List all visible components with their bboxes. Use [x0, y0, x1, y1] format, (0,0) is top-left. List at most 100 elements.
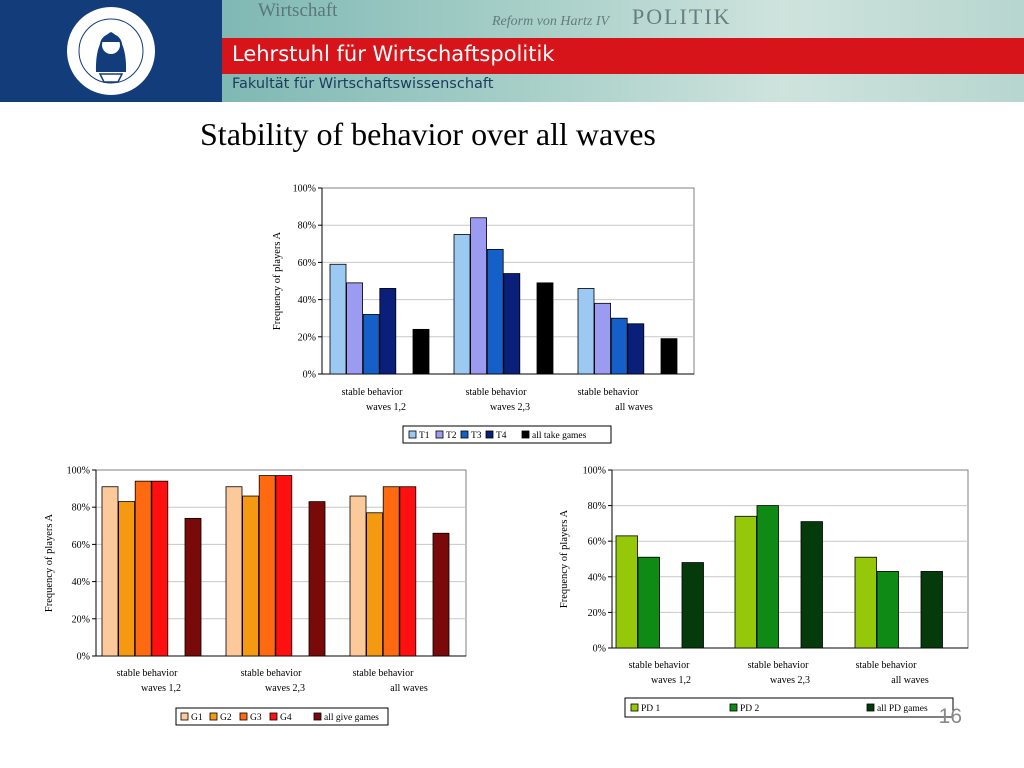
legend: T1 T2 T3 T4 all take games [402, 425, 612, 444]
bar-all-pd-games-2 [800, 521, 823, 649]
legend-label: T2 [446, 431, 457, 441]
category-label-line2: waves 1,2 [366, 402, 406, 413]
legend-label: PD 2 [740, 704, 760, 714]
legend-swatch [435, 430, 444, 439]
category-label-line2: waves 1,2 [141, 683, 181, 694]
background-word-1: Wirtschaft [258, 0, 338, 21]
legend-swatch [630, 703, 639, 712]
bar-t4-3 [627, 323, 645, 375]
legend-label: T1 [419, 431, 430, 441]
category-label-line2: all waves [615, 402, 653, 413]
bar-all-take-games-1 [412, 328, 430, 375]
bar-t4-1 [379, 288, 397, 375]
bar-pd-2-2 [756, 505, 779, 649]
university-logo [0, 0, 222, 102]
background-word-2: POLITIK [632, 4, 732, 29]
legend: G1 G2 G3 G4 all give games [175, 707, 389, 726]
bar-t2-3 [594, 302, 611, 375]
y-tick-label: 60% [588, 537, 606, 548]
chair-title: Lehrstuhl für Wirtschaftspolitik [232, 42, 555, 66]
y-tick-label: 100% [293, 184, 316, 195]
y-tick-label: 0% [303, 370, 316, 381]
bar-all-take-games-3 [660, 338, 678, 375]
bar-g1-3 [349, 495, 367, 657]
bar-g4-3 [399, 486, 417, 657]
bar-g3-3 [382, 486, 400, 657]
legend-swatch [485, 430, 494, 439]
legend-swatch [460, 430, 469, 439]
category-label-line1: stable behavior [578, 387, 639, 398]
bar-t4-2 [503, 273, 521, 375]
bar-t3-2 [486, 248, 504, 375]
bar-t2-1 [346, 282, 364, 375]
bar-all-give-games-1 [184, 517, 202, 657]
bar-all-take-games-2 [536, 282, 554, 375]
y-tick-label: 80% [298, 221, 316, 232]
category-label-line1: stable behavior [629, 660, 690, 671]
category-label-line1: stable behavior [342, 387, 403, 398]
y-axis-label: Frequency of players A [272, 231, 283, 330]
bar-g3-1 [134, 480, 152, 657]
bar-all-pd-games-1 [681, 562, 704, 649]
bar-g4-1 [151, 480, 169, 657]
legend-swatch [313, 712, 322, 721]
bar-g2-1 [118, 501, 135, 657]
page-number: 16 [938, 705, 962, 728]
legend-swatch [269, 712, 278, 721]
legend-swatch [729, 703, 738, 712]
y-axis-label: Frequency of players A [44, 513, 55, 612]
legend-label: G1 [191, 713, 203, 723]
bar-pd-2-3 [876, 571, 899, 649]
legend-label: PD 1 [641, 704, 661, 714]
category-label-line1: stable behavior [466, 387, 527, 398]
y-tick-label: 80% [588, 501, 606, 512]
y-tick-label: 20% [72, 614, 90, 625]
legend-box [624, 697, 954, 718]
plot-area [611, 469, 969, 649]
y-tick-label: 100% [583, 466, 606, 477]
title-bar [222, 38, 1024, 74]
y-tick-label: 20% [588, 608, 606, 619]
legend-label: G4 [280, 713, 292, 723]
y-tick-label: 60% [298, 258, 316, 269]
category-label-line1: stable behavior [856, 660, 917, 671]
bar-g3-2 [258, 475, 276, 657]
legend-label: T4 [496, 431, 507, 441]
legend: PD 1 PD 2 all PD games [624, 697, 954, 718]
y-tick-label: 20% [298, 332, 316, 343]
background-word-3: Reform von Hartz IV [492, 14, 610, 29]
legend-swatch [521, 430, 530, 439]
header-banner: Wirtschaft POLITIK Reform von Hartz IV L… [0, 0, 1024, 102]
category-label-line2: waves 2,3 [265, 683, 305, 694]
bar-pd-1-3 [854, 556, 877, 649]
y-tick-label: 40% [298, 295, 316, 306]
y-tick-label: 0% [593, 644, 606, 655]
legend-swatch [209, 712, 218, 721]
bar-all-pd-games-3 [920, 571, 943, 649]
legend-label: G2 [220, 713, 232, 723]
category-label-line1: stable behavior [748, 660, 809, 671]
legend-label: T3 [471, 431, 482, 441]
legend-label: G3 [250, 713, 262, 723]
chart-2: 0% 20% 40% 60% 80% 100% Frequency of players A… [44, 466, 467, 726]
faculty-name: Fakultät für Wirtschaftswissenschaft [232, 76, 494, 92]
category-label-line1: stable behavior [241, 668, 302, 679]
bar-g2-2 [242, 495, 260, 657]
bar-g1-2 [225, 486, 243, 657]
bar-t1-2 [453, 234, 471, 375]
y-tick-label: 40% [588, 572, 606, 583]
bar-g4-2 [275, 475, 293, 657]
category-label-line2: waves 1,2 [651, 675, 691, 686]
category-label-line2: all waves [891, 675, 929, 686]
bar-pd-1-2 [734, 515, 757, 649]
y-tick-label: 60% [72, 540, 90, 551]
bar-all-give-games-3 [432, 532, 450, 657]
category-label-line2: all waves [390, 683, 428, 694]
legend-swatch [180, 712, 189, 721]
bar-all-give-games-2 [308, 501, 326, 657]
y-axis-label: Frequency of players A [559, 509, 570, 608]
chart-3: 0% 20% 40% 60% 80% 100% Frequency of players A… [559, 466, 969, 718]
chart-1: 0% 20% 40% 60% 80% 100% Frequency of players A… [272, 184, 695, 444]
category-label-line1: stable behavior [353, 668, 414, 679]
